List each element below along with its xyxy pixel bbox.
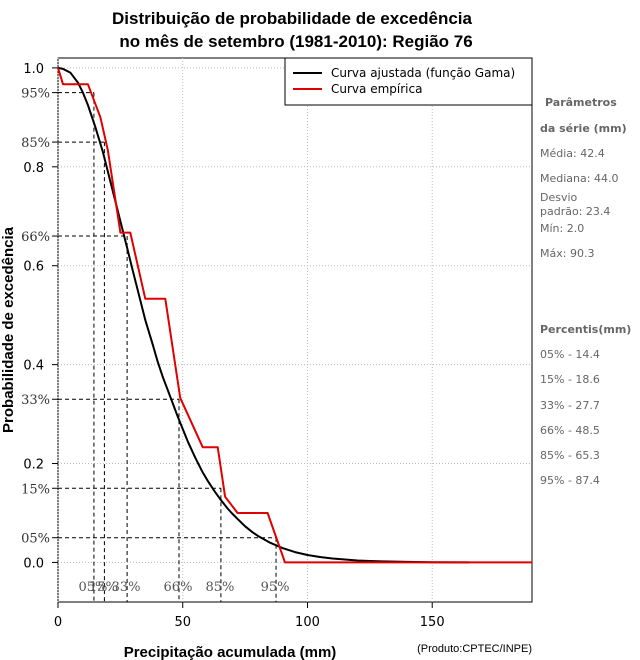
param-desvio-1: Desvio [540, 191, 578, 204]
params-heading-2: da série (mm) [540, 122, 627, 135]
product-credit: (Produto:CPTEC/INPE) [417, 643, 532, 655]
y-pct-tick-label: 95% [21, 87, 50, 102]
percentile-x-label: 95% [261, 580, 290, 595]
y-tick-label: 0.6 [23, 260, 44, 275]
x-tick-label: 50 [174, 615, 191, 630]
legend-box [284, 57, 533, 106]
fitted-gamma-curve [57, 66, 470, 564]
percentil-item: 05% - 14.4 [540, 348, 600, 361]
grid-lines [57, 58, 532, 602]
y-pct-tick-label: 05% [21, 532, 50, 547]
y-tick-label: 0.8 [23, 161, 44, 176]
side-panel: Parâmetros da série (mm) Média: 42.4 Med… [540, 96, 631, 487]
y-tick-label: 0.0 [23, 556, 44, 571]
percentile-x-label: 85% [205, 580, 234, 595]
x-tick-label: 0 [54, 615, 62, 630]
percentil-item: 85% - 65.3 [540, 449, 600, 462]
percentile-x-labels: 05%15%33% 66% 85% 95% [78, 580, 289, 595]
y-tick-label: 0.4 [23, 359, 44, 374]
param-max: Máx: 90.3 [540, 247, 594, 260]
param-media: Média: 42.4 [540, 147, 605, 160]
param-desvio-2: padrão: 23.4 [540, 205, 610, 218]
percentile-x-label: 66% [164, 580, 193, 595]
params-heading-1: Parâmetros [545, 96, 617, 109]
percentil-item: 66% - 48.5 [540, 424, 600, 437]
percentile-guides [58, 92, 277, 602]
chart-title-line1: Distribuição de probabilidade de excedên… [112, 9, 472, 28]
percentil-item: 15% - 18.6 [540, 373, 600, 386]
empirical-curve [57, 67, 532, 564]
x-tick-label: 150 [420, 615, 445, 630]
y-pct-tick-label: 66% [21, 230, 50, 245]
y-pct-tick-label: 85% [21, 136, 50, 151]
y-pct-tick-label: 33% [21, 393, 50, 408]
y-axis-label: Probabilidade de excedência [0, 226, 17, 433]
legend-label-fitted: Curva ajustada (função Gama) [331, 66, 515, 80]
x-tick-label: 100 [295, 615, 320, 630]
percentis-heading: Percentis(mm) [540, 323, 631, 336]
plot-frame [57, 57, 533, 603]
percentile-x-label: 33% [112, 580, 141, 595]
x-axis: 0 50 100 150 [54, 602, 445, 630]
series-group [57, 66, 532, 564]
y-tick-label: 0.2 [23, 458, 44, 473]
y-tick-label: 1.0 [23, 62, 44, 77]
percentile-x-label: 15% [89, 580, 118, 595]
param-mediana: Mediana: 44.0 [540, 172, 618, 185]
percentile-x-label: 05% [78, 580, 107, 595]
y-axis: 0.0 0.2 0.4 0.6 0.8 1.0 95% 85% 66% 33% 15% 05% [21, 62, 58, 571]
legend-label-empirical: Curva empírica [331, 82, 422, 96]
percentil-item: 33% - 27.7 [540, 399, 600, 412]
chart-title-line2: no mês de setembro (1981-2010): Região 7… [119, 32, 472, 51]
percentil-item: 95% - 87.4 [540, 474, 600, 487]
param-min: Mín: 2.0 [540, 222, 584, 235]
legend: Curva ajustada (função Gama) Curva empír… [284, 57, 533, 106]
x-axis-label: Precipitação acumulada (mm) [124, 644, 337, 660]
y-pct-tick-label: 15% [21, 482, 50, 497]
